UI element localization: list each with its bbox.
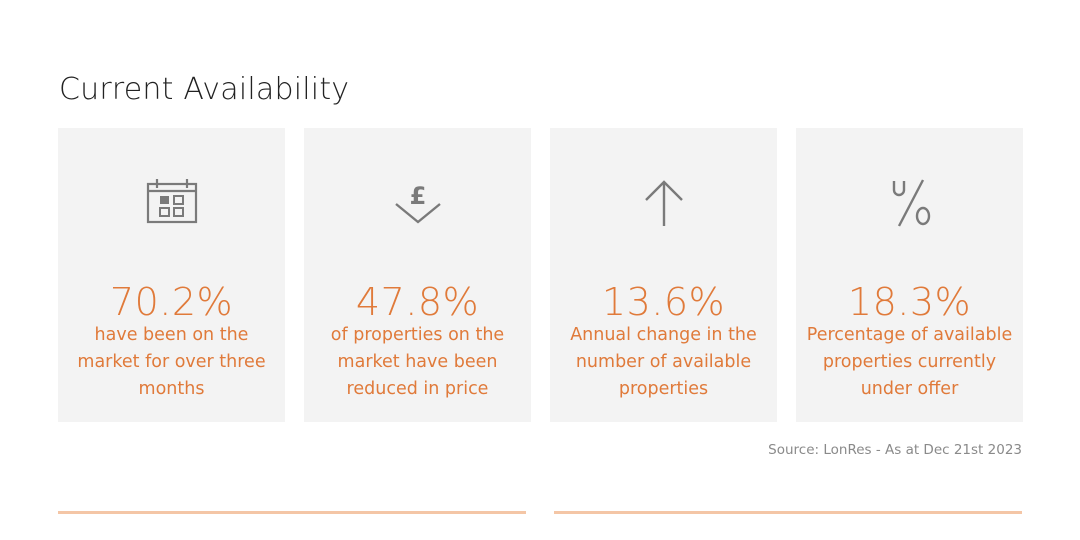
- stat-value: 70.2%: [109, 280, 234, 324]
- stat-card-price-reduced: £ 47.8% of properties on the market have…: [304, 128, 531, 422]
- source-note: Source: LonRes - As at Dec 21st 2023: [768, 442, 1022, 458]
- stat-value: 18.3%: [847, 280, 972, 324]
- calendar-icon: [58, 178, 285, 228]
- arrow-up-icon: [550, 178, 777, 228]
- stat-description: Annual change in the number of available…: [570, 325, 757, 399]
- stat-card-annual-change: 13.6% Annual change in the number of ava…: [550, 128, 777, 422]
- stat-description: have been on the market for over three m…: [77, 325, 266, 399]
- percent-icon: [796, 178, 1023, 228]
- divider-right: [554, 511, 1022, 514]
- divider-left: [58, 511, 526, 514]
- stat-value: 47.8%: [355, 280, 480, 324]
- pound-down-arrow-icon: £: [304, 178, 531, 228]
- stat-card-on-market: 70.2% have been on the market for over t…: [58, 128, 285, 422]
- stat-value: 13.6%: [601, 280, 726, 324]
- stat-card-under-offer: 18.3% Percentage of available properties…: [796, 128, 1023, 422]
- page-title: Current Availability: [59, 72, 350, 107]
- stat-description: of properties on the market have been re…: [330, 325, 505, 399]
- svg-text:£: £: [409, 182, 426, 210]
- stat-description: Percentage of available properties curre…: [806, 325, 1013, 399]
